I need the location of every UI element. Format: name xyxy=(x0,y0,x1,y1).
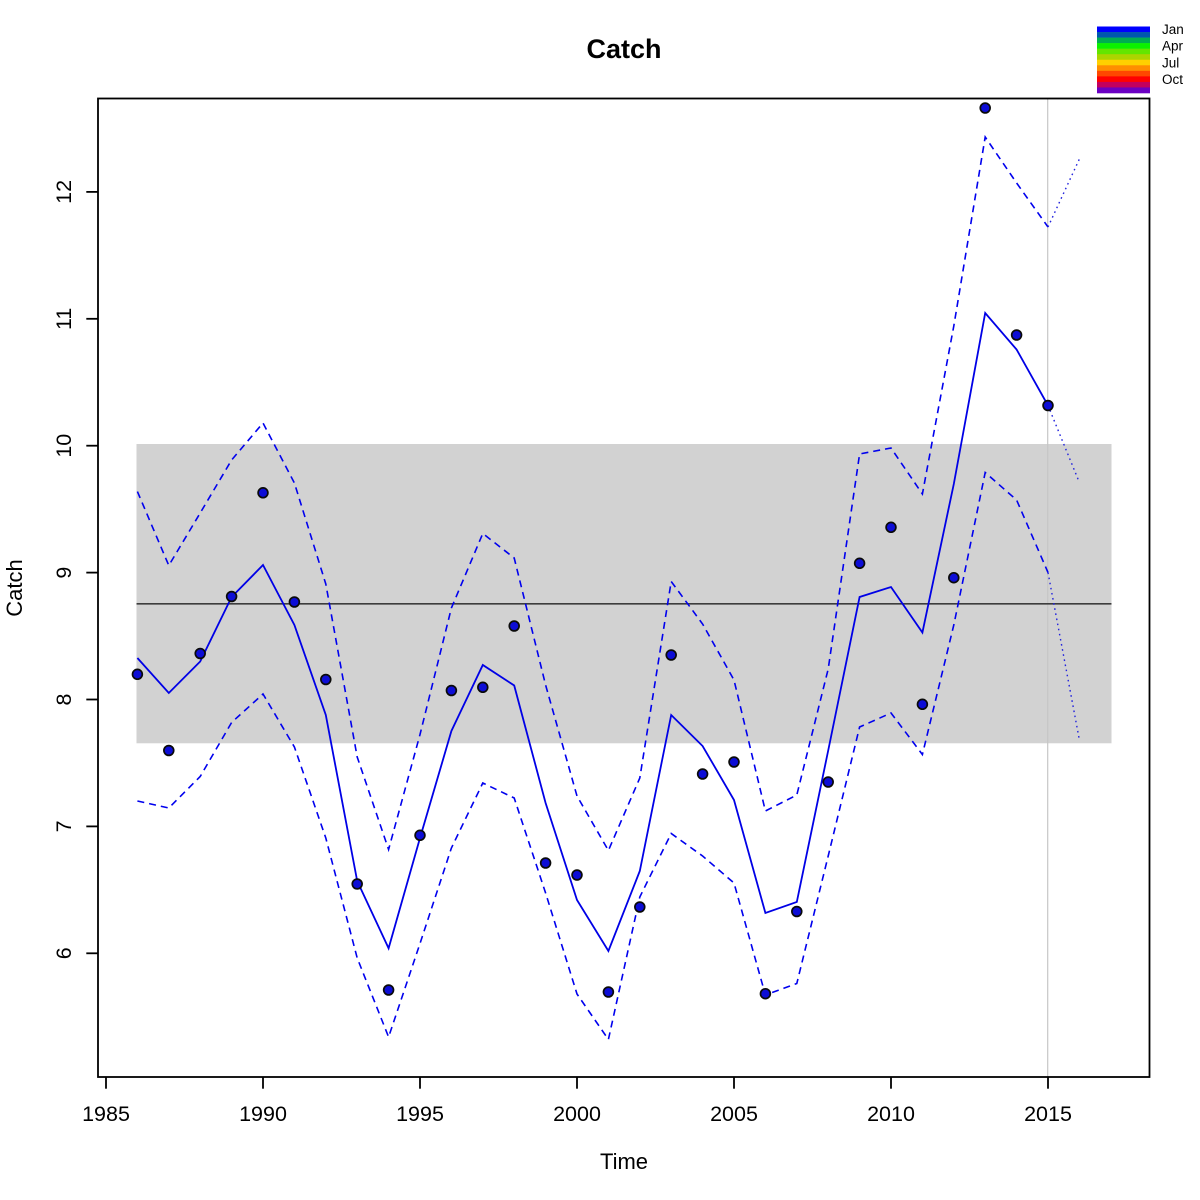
svg-text:Apr: Apr xyxy=(1162,39,1184,54)
svg-text:1985: 1985 xyxy=(82,1102,130,1126)
svg-text:Catch: Catch xyxy=(2,559,27,616)
svg-text:8: 8 xyxy=(52,693,76,705)
svg-text:9: 9 xyxy=(52,567,76,579)
svg-text:Catch: Catch xyxy=(586,34,661,64)
svg-text:7: 7 xyxy=(52,820,76,832)
svg-text:1995: 1995 xyxy=(396,1102,444,1126)
svg-text:2005: 2005 xyxy=(710,1102,758,1126)
svg-text:10: 10 xyxy=(52,434,76,458)
svg-text:Jan: Jan xyxy=(1162,22,1184,37)
svg-text:11: 11 xyxy=(52,308,76,330)
svg-text:12: 12 xyxy=(52,180,76,204)
svg-text:Jul: Jul xyxy=(1162,55,1179,70)
svg-text:Oct: Oct xyxy=(1162,72,1183,87)
svg-text:Time: Time xyxy=(600,1149,648,1174)
svg-text:1990: 1990 xyxy=(239,1102,287,1126)
svg-text:6: 6 xyxy=(52,947,76,959)
svg-text:2010: 2010 xyxy=(867,1102,915,1126)
svg-text:2015: 2015 xyxy=(1024,1102,1072,1126)
svg-text:2000: 2000 xyxy=(553,1102,601,1126)
